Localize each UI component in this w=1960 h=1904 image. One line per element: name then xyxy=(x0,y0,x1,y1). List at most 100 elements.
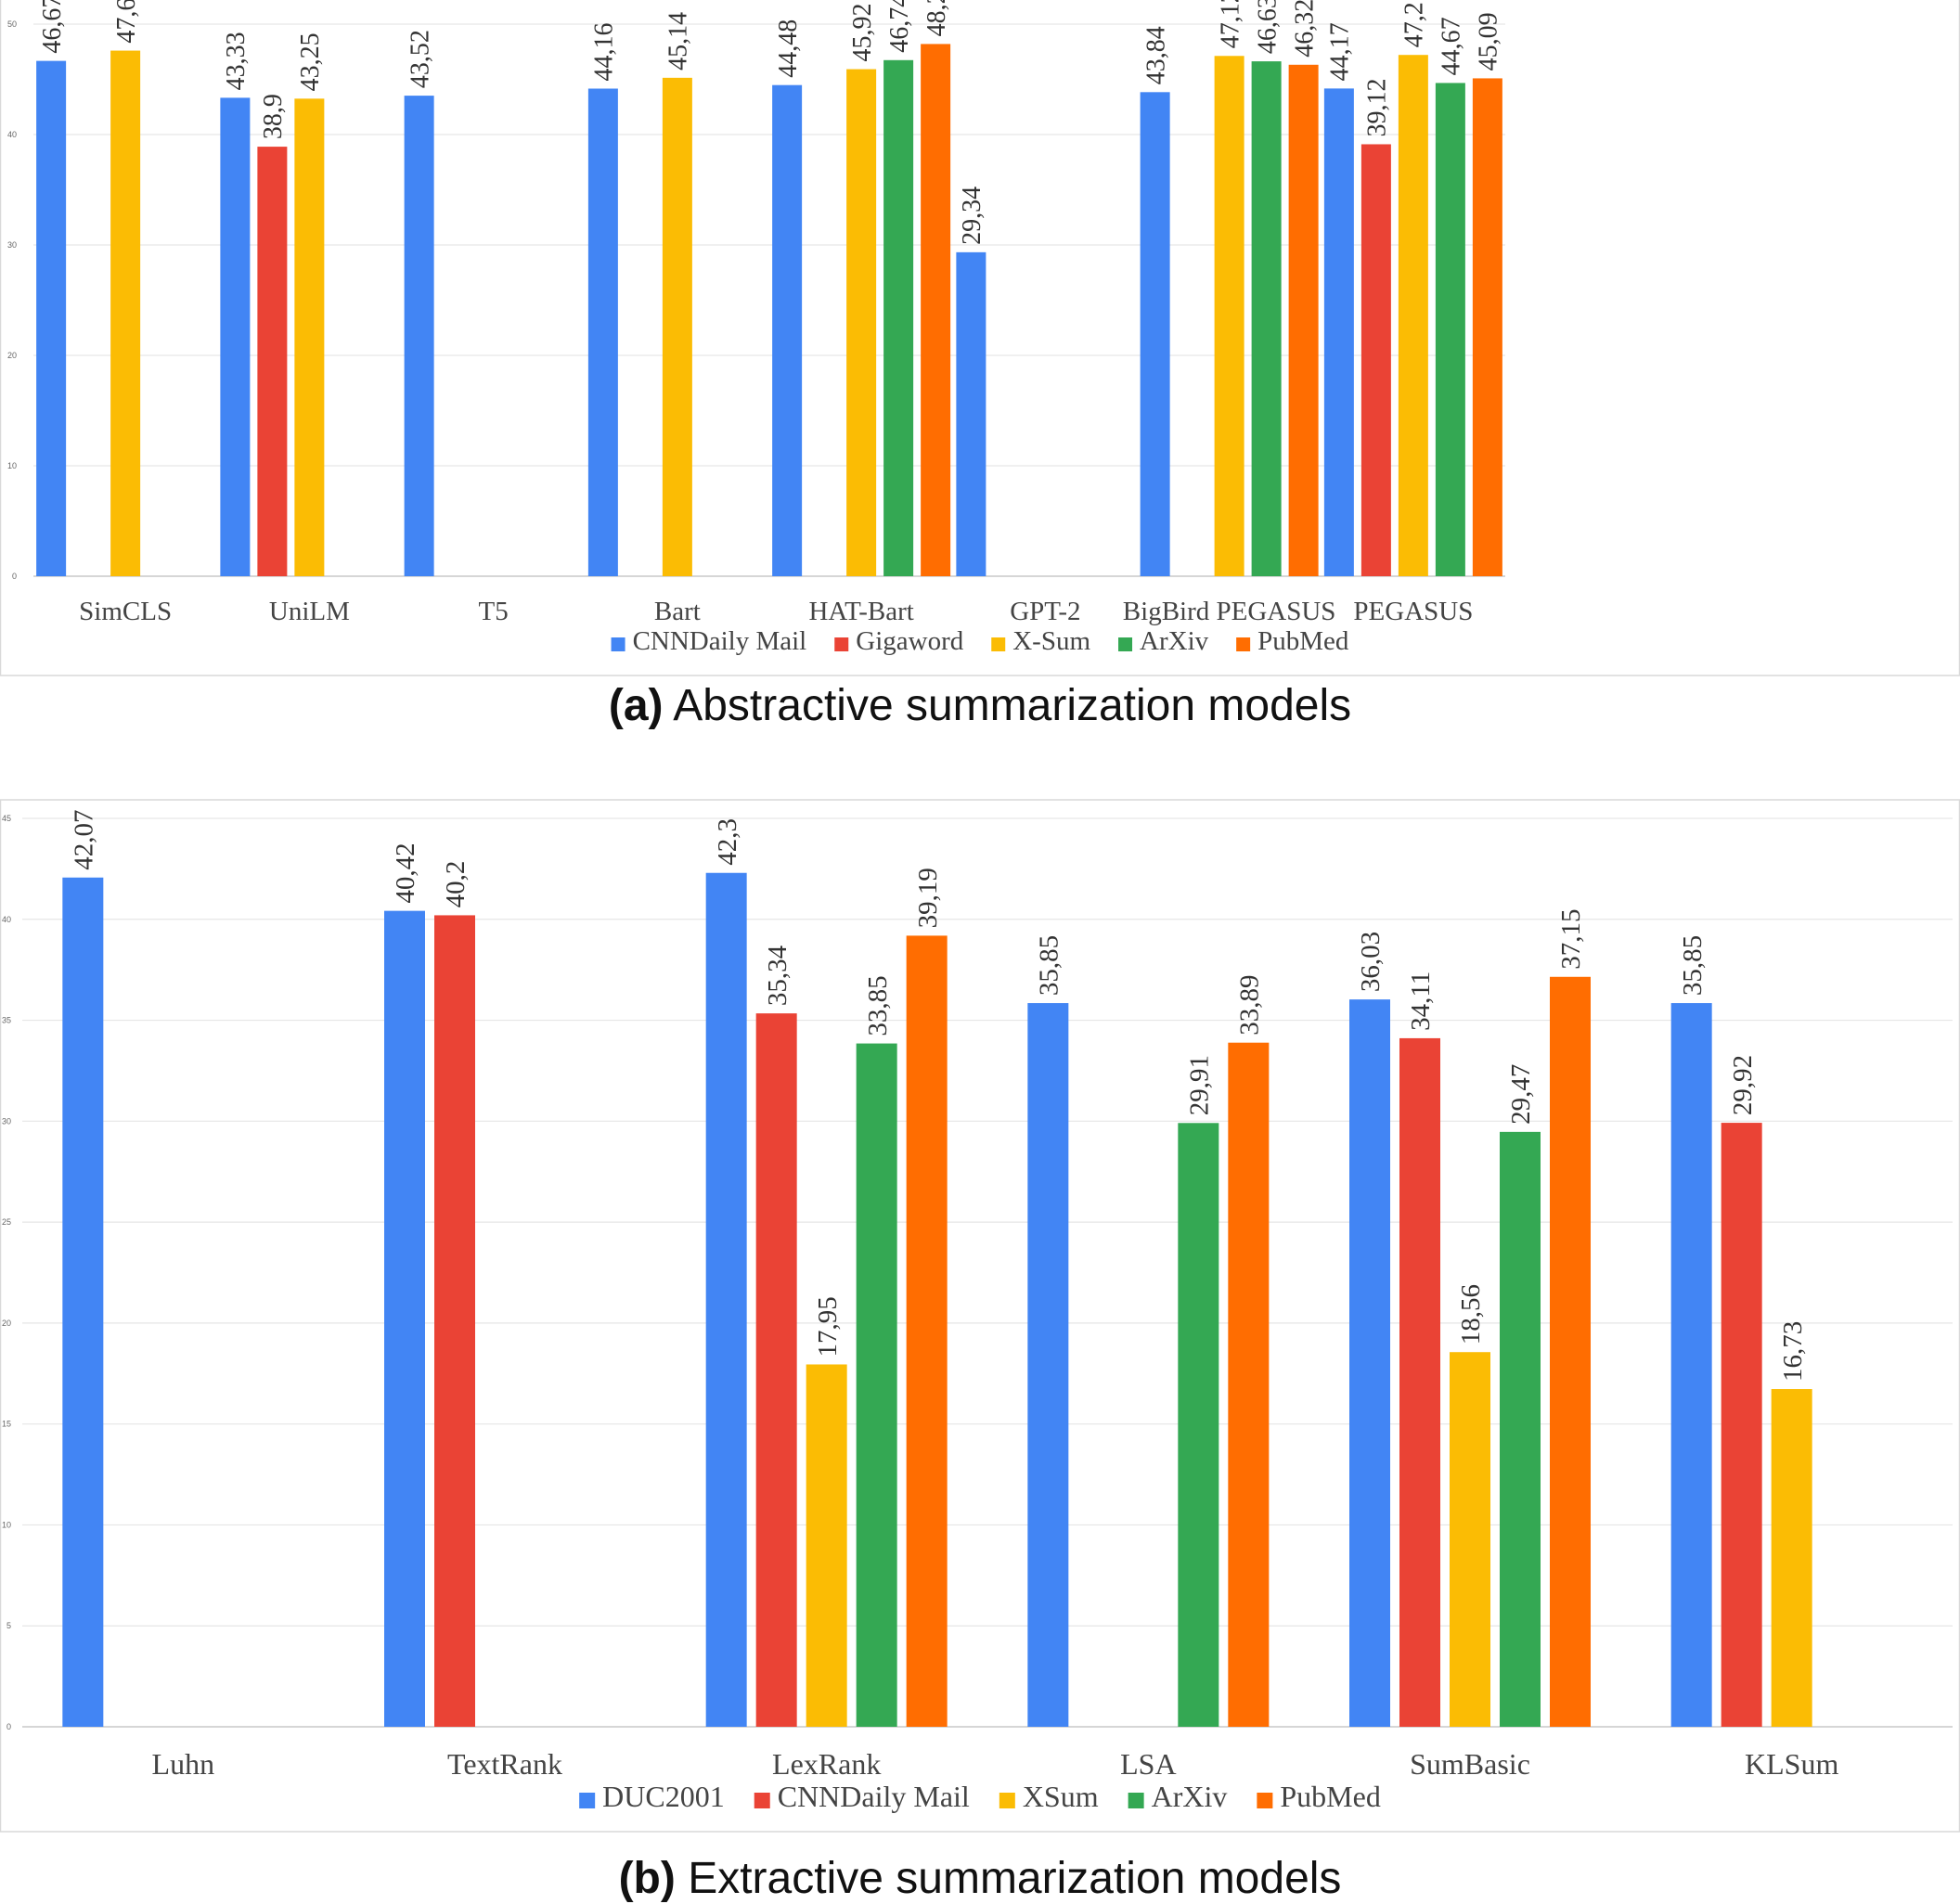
data-label: 33,89 xyxy=(1234,974,1264,1035)
data-label: 36,03 xyxy=(1356,932,1386,992)
legend-item-2: X-Sum xyxy=(1012,626,1090,656)
data-label: 43,25 xyxy=(296,32,325,91)
bar xyxy=(434,915,475,1727)
y-tick-label: 15 xyxy=(2,1420,11,1429)
caption-b-text: Extractive summarization models xyxy=(688,1854,1341,1903)
data-label: 45,09 xyxy=(1475,12,1503,71)
bar xyxy=(294,98,325,576)
bar xyxy=(1288,64,1319,577)
y-tick-label: 20 xyxy=(7,351,17,360)
y-tick-label: 40 xyxy=(2,915,11,924)
caption-b-label: (b) xyxy=(619,1854,676,1903)
y-tick-label: 45 xyxy=(2,814,11,823)
y-tick-label: 50 xyxy=(7,19,17,29)
caption-a-label: (a) xyxy=(609,681,664,730)
legend-item-4: PubMed xyxy=(1280,1780,1380,1813)
bar xyxy=(587,88,618,577)
data-label: 48,2 xyxy=(922,0,951,36)
data-label: 29,91 xyxy=(1184,1055,1214,1115)
data-label: 40,42 xyxy=(391,843,420,903)
legend-swatch xyxy=(1257,1793,1273,1808)
y-tick-label: 10 xyxy=(7,461,17,470)
caption-a-text: Abstractive summarization models xyxy=(673,681,1351,730)
caption-a: (a) Abstractive summarization models xyxy=(609,681,1351,730)
x-category-label: HAT-Bart xyxy=(808,597,913,626)
bar xyxy=(36,60,67,576)
bar xyxy=(1472,78,1502,576)
bar xyxy=(906,935,948,1727)
legend-item-4: PubMed xyxy=(1257,626,1349,656)
x-category-label: LexRank xyxy=(772,1747,881,1781)
legend-item-0: DUC2001 xyxy=(602,1780,725,1813)
data-label: 39,12 xyxy=(1363,78,1392,136)
bar xyxy=(1178,1123,1219,1727)
x-category-label: SumBasic xyxy=(1410,1747,1530,1781)
data-label: 33,85 xyxy=(863,975,893,1036)
bar xyxy=(257,147,288,576)
legend-swatch xyxy=(1236,637,1251,651)
data-label: 40,2 xyxy=(441,861,471,908)
x-category-label: SimCLS xyxy=(79,597,172,626)
bar xyxy=(662,77,692,577)
bar xyxy=(1721,1123,1762,1727)
y-tick-label: 5 xyxy=(6,1621,11,1630)
data-label: 34,11 xyxy=(1406,971,1436,1031)
bar xyxy=(1251,61,1282,576)
data-label: 46,67 xyxy=(38,0,67,54)
data-label: 47,6 xyxy=(112,0,141,44)
caption-b: (b) Extractive summarization models xyxy=(619,1854,1342,1903)
bar xyxy=(1670,1003,1712,1727)
legend: DUC2001 CNNDaily Mail XSum ArXiv PubMed xyxy=(579,1780,1381,1813)
bar xyxy=(1450,1352,1490,1727)
y-tick-label: 0 xyxy=(12,572,17,581)
legend-swatch xyxy=(991,637,1006,651)
data-label: 35,34 xyxy=(763,945,793,1006)
x-category-label: GPT-2 xyxy=(1010,597,1080,626)
legend-swatch xyxy=(834,637,849,651)
bar xyxy=(921,44,951,577)
y-tick-label: 30 xyxy=(2,1116,11,1126)
data-label: 44,48 xyxy=(774,19,803,78)
data-label: 16,73 xyxy=(1778,1321,1808,1382)
x-category-label: UniLM xyxy=(269,597,350,626)
x-category-label: KLSum xyxy=(1745,1747,1838,1781)
data-label: 18,56 xyxy=(1456,1284,1486,1344)
data-label: 35,85 xyxy=(1678,935,1708,996)
y-tick-label: 20 xyxy=(2,1319,11,1328)
legend-swatch xyxy=(1118,637,1133,651)
y-tick-label: 0 xyxy=(6,1722,11,1731)
data-label: 29,47 xyxy=(1506,1064,1536,1125)
bar xyxy=(772,84,803,577)
bar xyxy=(220,97,251,577)
data-label: 42,07 xyxy=(69,809,98,869)
bar xyxy=(1399,1037,1440,1727)
bar xyxy=(1228,1042,1270,1727)
bar xyxy=(404,96,434,576)
bar xyxy=(1140,92,1170,576)
data-label: 43,52 xyxy=(406,30,434,88)
bar xyxy=(956,251,986,576)
bar xyxy=(1550,976,1591,1727)
legend-item-1: Gigaword xyxy=(856,626,963,656)
data-label: 37,15 xyxy=(1556,909,1586,970)
data-label: 42,3 xyxy=(713,818,742,866)
data-label: 47,21 xyxy=(1400,0,1429,47)
data-label: 17,95 xyxy=(813,1296,843,1357)
y-tick-label: 10 xyxy=(2,1520,11,1529)
data-label: 43,33 xyxy=(222,32,251,90)
bar xyxy=(1349,999,1390,1727)
x-category-label: BigBird PEGASUS xyxy=(1123,597,1336,626)
legend-swatch xyxy=(579,1793,596,1808)
bar xyxy=(110,50,141,577)
data-label: 46,32 xyxy=(1290,0,1319,58)
data-label: 45,92 xyxy=(848,4,877,62)
legend: CNNDaily Mail Gigaword X-Sum ArXiv PubMed xyxy=(611,626,1349,656)
bar xyxy=(1398,55,1428,577)
legend-swatch xyxy=(611,637,625,651)
x-category-label: Bart xyxy=(654,597,701,626)
bar xyxy=(1771,1389,1812,1727)
x-category-label: PEGASUS xyxy=(1353,597,1473,626)
data-label: 43,84 xyxy=(1141,26,1170,84)
data-label: 47,12 xyxy=(1216,0,1244,48)
